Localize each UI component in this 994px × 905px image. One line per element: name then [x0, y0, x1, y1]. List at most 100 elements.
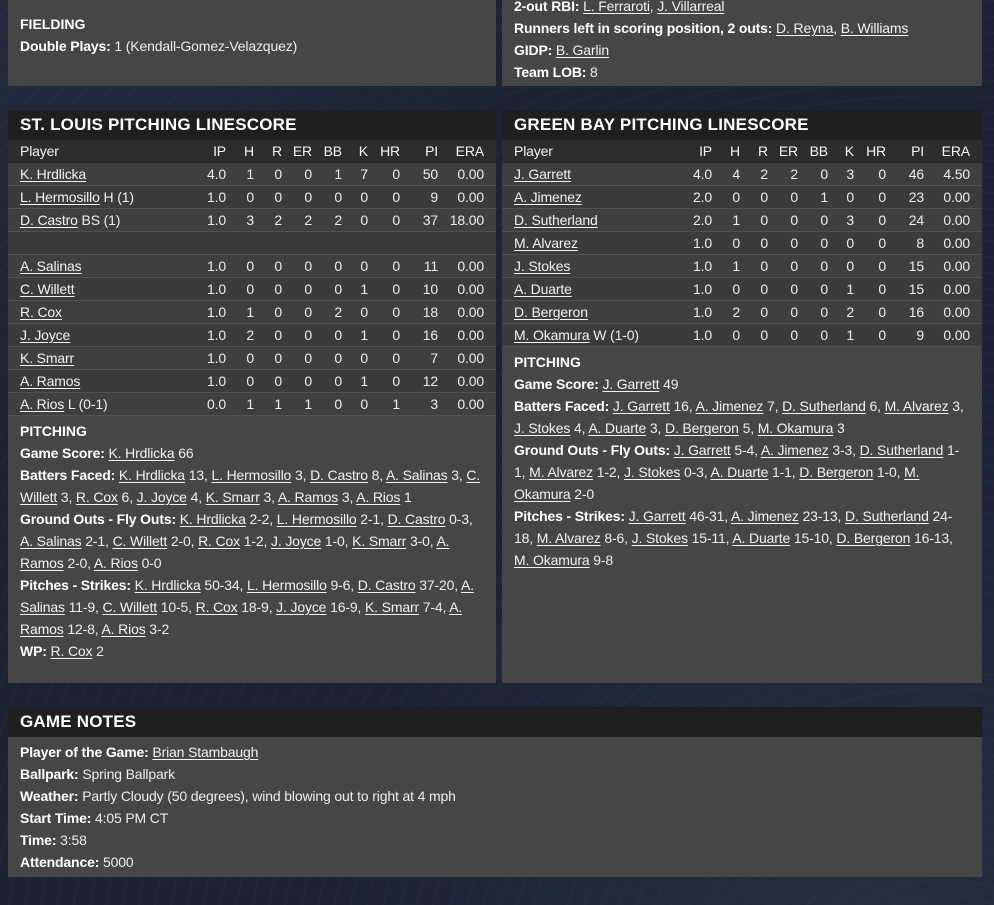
player-link[interactable]: L. Hermosillo: [246, 577, 327, 593]
player-link[interactable]: R. Cox: [50, 643, 93, 659]
player-link[interactable]: A. Rios: [356, 489, 401, 505]
player-link[interactable]: M. Alvarez: [514, 235, 578, 251]
player-link[interactable]: J. Stokes: [631, 530, 688, 546]
player-link[interactable]: A. Duarte: [710, 464, 769, 480]
player-link[interactable]: M. Alvarez: [884, 398, 949, 414]
player-link[interactable]: C. Willett: [20, 281, 75, 297]
player-link[interactable]: A. Duarte: [588, 420, 647, 436]
player-cell: D. Sutherland: [502, 212, 676, 228]
player-link[interactable]: R. Cox: [20, 304, 62, 320]
player-link[interactable]: J. Joyce: [271, 533, 322, 549]
player-link[interactable]: D. Bergeron: [664, 420, 739, 436]
player-link[interactable]: L. Hermosillo: [276, 511, 357, 527]
player-link[interactable]: A. Jimenez: [731, 508, 799, 524]
player-link[interactable]: A. Rios: [93, 555, 138, 571]
player-link[interactable]: A. Duarte: [514, 281, 572, 297]
player-link[interactable]: A. Rios: [20, 396, 65, 412]
player-link[interactable]: J. Garrett: [628, 508, 686, 524]
player-link[interactable]: K. Smarr: [205, 489, 260, 505]
player-link[interactable]: D. Sutherland: [845, 508, 929, 524]
player-link[interactable]: A. Jimenez: [760, 442, 829, 458]
player-link[interactable]: A. Salinas: [385, 467, 448, 483]
stat-cell-pi: 10: [422, 281, 438, 297]
player-link[interactable]: J. Stokes: [514, 258, 571, 274]
stat-cell-er: 0: [790, 327, 798, 343]
player-link[interactable]: B. Williams: [840, 20, 909, 36]
player-link[interactable]: A. Rios: [101, 621, 146, 637]
stat-cell-era: 0.00: [943, 258, 970, 274]
player-link[interactable]: K. Hrdlicka: [108, 445, 175, 461]
player-link[interactable]: R. Cox: [75, 489, 118, 505]
player-link[interactable]: L. Ferraroti: [583, 0, 650, 14]
player-link[interactable]: K. Smarr: [364, 599, 419, 615]
player-link[interactable]: C. Willett: [112, 533, 168, 549]
stat-cell-k: 0: [360, 189, 368, 205]
player-link[interactable]: J. Garrett: [612, 398, 670, 414]
player-link[interactable]: A. Ramos: [20, 373, 81, 389]
player-link[interactable]: A. Ramos: [20, 533, 450, 571]
player-link[interactable]: M. Okamura: [757, 420, 834, 436]
player-link[interactable]: D. Castro: [357, 577, 416, 593]
batting-notes-lines: 2-out RBI: L. Ferraroti, J. Villarreal Ru…: [502, 0, 982, 83]
player-link[interactable]: M. Okamura: [514, 552, 590, 568]
stat-label: 2-out RBI:: [514, 0, 584, 14]
stat-cell-bb: 0: [334, 396, 342, 412]
player-link[interactable]: D. Castro: [310, 467, 368, 483]
player-link[interactable]: B. Garlin: [555, 42, 610, 58]
player-link[interactable]: D. Castro: [20, 212, 78, 228]
player-link[interactable]: A. Duarte: [732, 530, 791, 546]
player-link[interactable]: J. Joyce: [276, 599, 327, 615]
player-link[interactable]: K. Hrdlicka: [179, 511, 246, 527]
player-link[interactable]: K. Smarr: [20, 350, 75, 366]
player-link[interactable]: L. Hermosillo: [20, 189, 100, 205]
player-link[interactable]: C. Willett: [102, 599, 157, 615]
player-link[interactable]: J. Joyce: [136, 489, 187, 505]
player-link[interactable]: A. Salinas: [20, 577, 474, 615]
player-link[interactable]: A. Jimenez: [695, 398, 764, 414]
stat-cell-r: 0: [760, 304, 768, 320]
player-link[interactable]: A. Salinas: [20, 533, 82, 549]
player-link[interactable]: K. Hrdlicka: [20, 166, 87, 182]
player-link[interactable]: D. Bergeron: [799, 464, 874, 480]
player-link[interactable]: A. Ramos: [20, 599, 463, 637]
player-link[interactable]: R. Cox: [195, 599, 238, 615]
player-link[interactable]: J. Stokes: [624, 464, 681, 480]
player-link[interactable]: D. Castro: [387, 511, 446, 527]
stat-cell-r: 0: [274, 350, 282, 366]
player-link[interactable]: A. Ramos: [277, 489, 339, 505]
player-link[interactable]: Brian Stambaugh: [152, 744, 259, 760]
player-link[interactable]: J. Garrett: [673, 442, 731, 458]
player-link[interactable]: A. Jimenez: [514, 189, 582, 205]
player-link[interactable]: D. Sutherland: [782, 398, 866, 414]
player-link[interactable]: D. Reyna: [776, 20, 834, 36]
stat-cell-k: 1: [360, 373, 368, 389]
player-link[interactable]: C. Willett: [20, 467, 481, 505]
table-row: A. Ramos 1.0 0 0 0 0 1 0 12 0.00: [8, 370, 496, 393]
player-link[interactable]: J. Garrett: [602, 376, 660, 392]
player-link[interactable]: D. Sutherland: [514, 212, 598, 228]
player-link[interactable]: J. Stokes: [514, 420, 571, 436]
stat-cell-hr: 0: [392, 281, 400, 297]
player-link[interactable]: A. Salinas: [20, 258, 82, 274]
stat-cell-r: 0: [274, 281, 282, 297]
player-link[interactable]: M. Okamura: [514, 464, 920, 502]
player-link[interactable]: D. Sutherland: [859, 442, 944, 458]
player-link[interactable]: K. Hrdlicka: [134, 577, 201, 593]
player-link[interactable]: K. Hrdlicka: [118, 467, 185, 483]
player-link[interactable]: L. Hermosillo: [211, 467, 292, 483]
player-link[interactable]: K. Smarr: [352, 533, 407, 549]
player-link[interactable]: J. Joyce: [20, 327, 71, 343]
player-link[interactable]: J. Garrett: [514, 166, 571, 182]
stat-cell-k: 2: [846, 304, 854, 320]
player-link[interactable]: J. Villarreal: [657, 0, 725, 14]
player-link[interactable]: D. Bergeron: [836, 530, 911, 546]
player-link[interactable]: R. Cox: [198, 533, 240, 549]
player-link[interactable]: M. Okamura: [514, 327, 590, 343]
player-link[interactable]: M. Alvarez: [529, 464, 593, 480]
stat-label: Game Score:: [20, 445, 109, 461]
player-link[interactable]: M. Alvarez: [536, 530, 601, 546]
column-header-r: R: [272, 143, 282, 159]
player-link[interactable]: D. Bergeron: [514, 304, 588, 320]
column-header-hr: HR: [380, 143, 400, 159]
